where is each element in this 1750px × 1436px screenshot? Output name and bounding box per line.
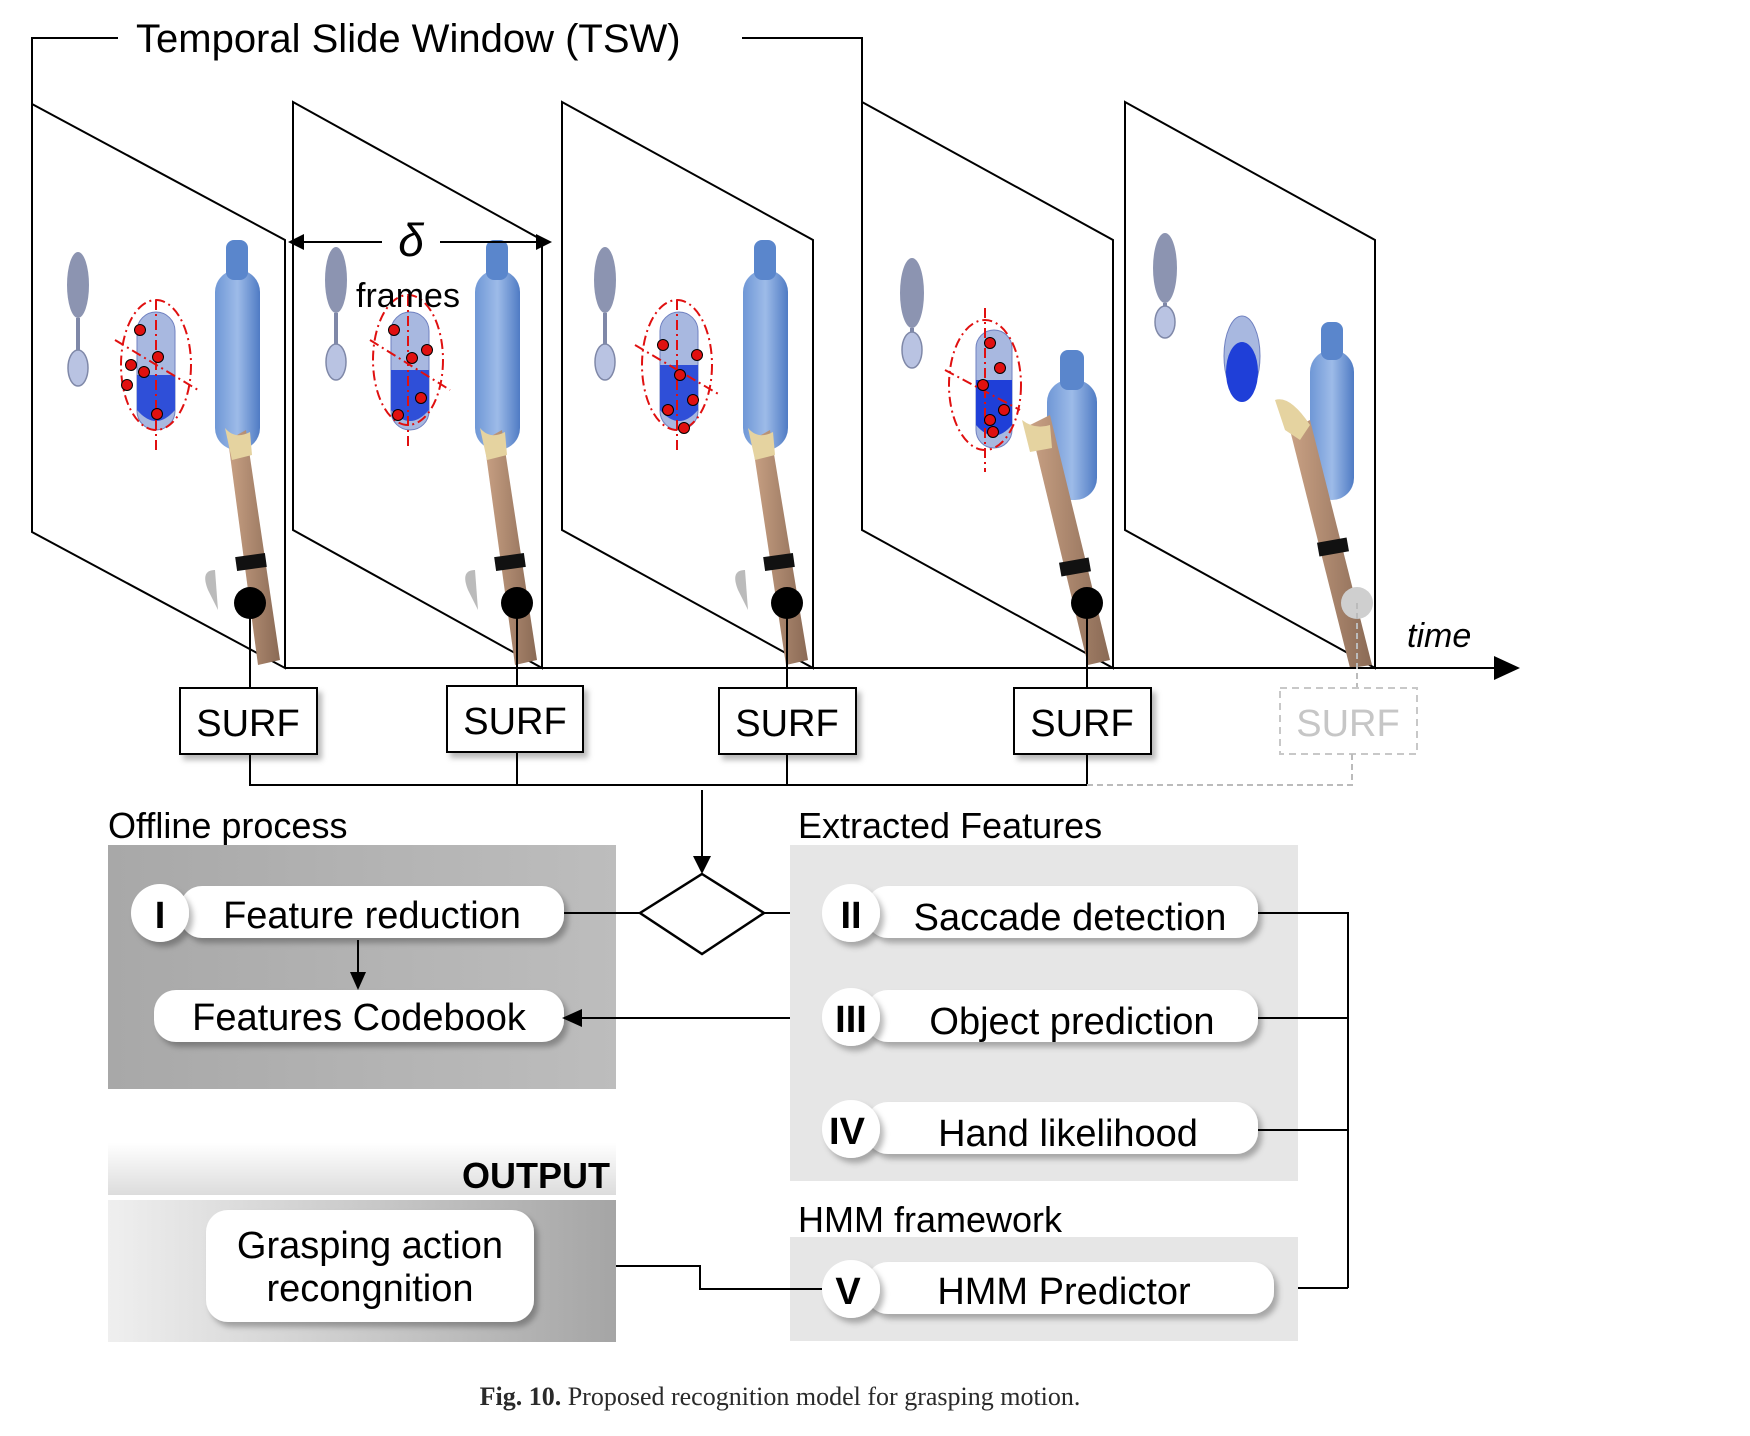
tsw-bracket bbox=[31, 37, 863, 110]
caption-text: Proposed recognition model for grasping … bbox=[561, 1382, 1081, 1411]
hmm-title: HMM framework bbox=[798, 1199, 1063, 1240]
surf-collector bbox=[249, 752, 1088, 786]
arm bbox=[228, 430, 280, 665]
surf-box-1: SURF bbox=[179, 687, 318, 755]
frames-label: frames bbox=[356, 277, 460, 315]
tsw-title: Temporal Slide Window (TSW) bbox=[136, 17, 681, 61]
step-badge-iii bbox=[822, 988, 880, 1046]
svg-text:V: V bbox=[835, 1271, 861, 1313]
object-prediction-label: Object prediction bbox=[929, 1001, 1214, 1043]
feature-point bbox=[125, 359, 137, 371]
bottle bbox=[215, 270, 260, 450]
figure-caption: Fig. 10. Proposed recognition model for … bbox=[0, 1382, 1560, 1412]
surf-box-2: SURF bbox=[446, 685, 584, 753]
step-badge-ii bbox=[822, 884, 880, 942]
hmm-predictor-label: HMM Predictor bbox=[937, 1271, 1191, 1313]
surf-box-4: SURF bbox=[1013, 687, 1152, 755]
svg-text:II: II bbox=[840, 895, 861, 937]
svg-text:SURF: SURF bbox=[196, 703, 299, 745]
svg-text:Grasping action: Grasping action bbox=[237, 1225, 503, 1267]
feature-point bbox=[121, 379, 133, 391]
svg-text:IV: IV bbox=[829, 1111, 866, 1153]
svg-text:SURF: SURF bbox=[1030, 703, 1133, 745]
video-frame-3 bbox=[561, 100, 814, 670]
time-label: time bbox=[1407, 617, 1471, 655]
surf-box-3: SURF bbox=[718, 687, 857, 755]
wine-glass bbox=[67, 252, 89, 318]
feature-reduction-label: Feature reduction bbox=[223, 895, 521, 937]
offline-title: Offline process bbox=[108, 805, 347, 846]
svg-text:recongnition: recongnition bbox=[266, 1268, 473, 1310]
video-frame-1 bbox=[31, 102, 286, 670]
svg-text:I: I bbox=[155, 895, 166, 937]
step-badge-v bbox=[822, 1260, 880, 1318]
feature-point bbox=[134, 324, 146, 336]
hmm-to-output bbox=[552, 1265, 822, 1290]
video-frame-2 bbox=[292, 100, 543, 670]
step-badge-i bbox=[131, 884, 189, 942]
figure-number: Fig. 10. bbox=[479, 1382, 562, 1411]
hand-likelihood-label: Hand likelihood bbox=[938, 1113, 1198, 1155]
svg-text:SURF: SURF bbox=[1296, 703, 1399, 745]
step-badge-iv bbox=[822, 1100, 880, 1158]
features-to-hmm bbox=[1258, 912, 1349, 1289]
saccade-detection-label: Saccade detection bbox=[914, 897, 1227, 939]
feature-point bbox=[151, 408, 163, 420]
offline-panel bbox=[108, 845, 616, 1089]
features-codebook-box bbox=[154, 990, 564, 1042]
extracted-title: Extracted Features bbox=[798, 805, 1102, 846]
delta-symbol: δ bbox=[398, 214, 424, 266]
features-codebook-label: Features Codebook bbox=[192, 997, 527, 1039]
feature-point bbox=[152, 351, 164, 363]
output-header bbox=[108, 1143, 616, 1195]
video-frame-4 bbox=[861, 100, 1114, 670]
decision-diamond bbox=[637, 872, 767, 956]
feature-point bbox=[138, 366, 150, 378]
svg-text:III: III bbox=[835, 999, 867, 1041]
surf-box-5-pending: SURF bbox=[1279, 687, 1418, 755]
svg-text:SURF: SURF bbox=[735, 703, 838, 745]
svg-text:SURF: SURF bbox=[463, 701, 566, 743]
output-title: OUTPUT bbox=[462, 1155, 610, 1196]
video-frame-5 bbox=[1124, 100, 1376, 670]
grasping-recognition-box bbox=[206, 1210, 534, 1322]
